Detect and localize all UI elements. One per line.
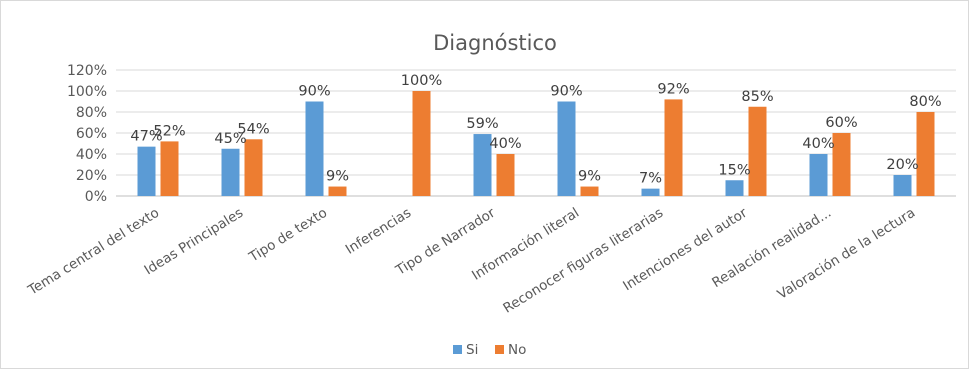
- y-tick-label: 80%: [76, 105, 107, 121]
- data-label: 52%: [153, 123, 185, 139]
- data-label: 40%: [489, 136, 521, 152]
- bar-no: [496, 154, 515, 196]
- x-tick-label: Valoración de la lectura: [775, 205, 919, 303]
- legend-label-si: Si: [466, 342, 478, 358]
- bar-no: [412, 91, 431, 196]
- x-tick-label: Inferencias: [343, 205, 414, 258]
- y-tick-label: 120%: [67, 63, 107, 79]
- y-tick-label: 20%: [76, 168, 107, 184]
- bar-no: [664, 99, 683, 196]
- bar-si: [641, 188, 660, 196]
- y-tick-label: 60%: [76, 126, 107, 142]
- x-tick-label: Tipo de texto: [246, 205, 331, 266]
- data-label: 9%: [578, 169, 601, 185]
- data-label: 45%: [214, 131, 246, 147]
- data-label: 20%: [886, 157, 918, 173]
- bar-no: [748, 106, 767, 196]
- bar-si: [473, 134, 492, 196]
- y-axis-tick-labels: 0% 20% 40% 60% 80% 100% 120%: [67, 63, 107, 205]
- bar-no: [160, 141, 179, 196]
- data-label: 90%: [298, 84, 330, 100]
- data-label: 92%: [657, 81, 689, 97]
- x-tick-label: Tema central del texto: [25, 205, 163, 299]
- bar-no: [580, 186, 599, 196]
- data-label: 59%: [466, 116, 498, 132]
- data-label: 15%: [718, 162, 750, 178]
- data-label: 100%: [401, 73, 442, 89]
- bar-si: [221, 148, 240, 196]
- legend-swatch-si: [453, 345, 462, 354]
- data-label: 40%: [802, 136, 834, 152]
- legend-label-no: No: [508, 342, 526, 358]
- bar-si: [893, 175, 912, 196]
- data-label: 7%: [639, 171, 662, 187]
- y-tick-label: 100%: [67, 84, 107, 100]
- data-labels: 47%52% 45%54% 90% 9% 100% 59% 40% 90% 9% 7% 92% 15%…: [130, 73, 941, 187]
- data-label: 9%: [326, 169, 349, 185]
- data-label: 47%: [130, 129, 162, 145]
- data-label: 54%: [237, 121, 269, 137]
- bar-no: [832, 133, 851, 196]
- bar-si: [137, 146, 156, 196]
- bar-si: [725, 180, 744, 196]
- y-tick-label: 40%: [76, 147, 107, 163]
- bar-si: [305, 101, 324, 196]
- x-tick-label: Reconocer figuras literarias: [500, 205, 666, 317]
- chart-title: Diagnóstico: [433, 31, 557, 55]
- data-label: 80%: [909, 94, 941, 110]
- data-label: 90%: [550, 84, 582, 100]
- bar-no: [328, 186, 347, 196]
- data-label: 60%: [825, 115, 857, 131]
- bar-si: [557, 101, 576, 196]
- bars: [137, 91, 935, 196]
- bar-no: [244, 139, 263, 196]
- legend: Si No: [453, 342, 526, 358]
- bar-no: [916, 112, 935, 196]
- data-label: 85%: [741, 89, 773, 105]
- legend-swatch-no: [495, 345, 504, 354]
- y-tick-label: 0%: [85, 189, 107, 205]
- bar-si: [809, 154, 828, 196]
